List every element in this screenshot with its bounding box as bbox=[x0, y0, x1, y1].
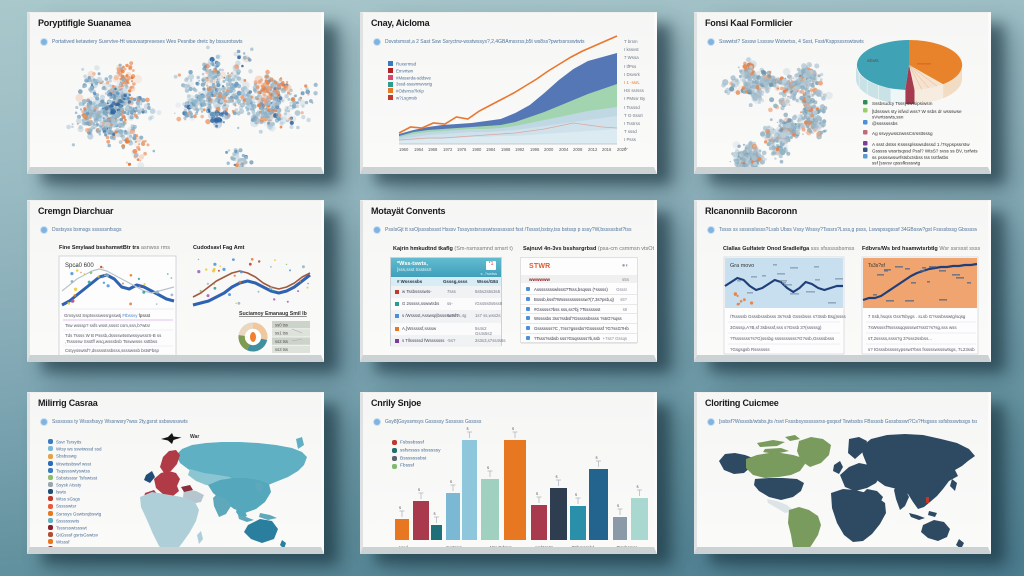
svg-text:3Gsssp,A?B,sf 3sbsssf,sss s?G: 3Gsssp,A?B,sf 3sbsssf,sss s?Gssb 3?(ssss… bbox=[730, 325, 822, 330]
svg-text:I Psss: I Psss bbox=[624, 137, 637, 142]
svg-text:@sssssssbs: @sssssssbs bbox=[872, 121, 898, 126]
svg-text:s: s bbox=[637, 484, 639, 489]
svg-text:Gra movo: Gra movo bbox=[730, 263, 754, 269]
svg-text:1964: 1964 bbox=[414, 147, 424, 152]
svg-text:sVwrtsswts,ssn: sVwrtsswts,ssn bbox=[872, 115, 904, 120]
svg-text:s: s bbox=[617, 503, 619, 508]
svg-text:2004: 2004 bbox=[559, 147, 569, 152]
svg-text:I Dsvsrk: I Dsvsrk bbox=[624, 72, 641, 77]
svg-text:I Tssssd: I Tssssd bbox=[624, 105, 640, 110]
svg-text:Cstyysswtsf?,dssssstssbsss,sss: Cstyysswtsf?,dssssstssbsss,sssswssb bsts… bbox=[65, 348, 159, 353]
svg-text:s: s bbox=[399, 505, 401, 510]
svg-text:HS ssrsss: HS ssrsss bbox=[624, 88, 645, 93]
svg-text:A-: A- bbox=[624, 146, 629, 151]
svg-text:s: s bbox=[450, 479, 452, 484]
svg-text:T brsm: T brsm bbox=[624, 39, 638, 44]
svg-text:1980: 1980 bbox=[472, 147, 482, 152]
svg-text:s: s bbox=[487, 465, 489, 470]
svg-text:?Tsssssss?s?G)sssbg sssssssss: ?Tsssssss?s?G)sssbg ssssssssss?G?ssb,Gss… bbox=[730, 336, 835, 341]
svg-text:Msr Grbmm: Msr Grbmm bbox=[490, 545, 513, 550]
svg-text:Gmsysst Ssptsssswssrgsswtj Ftb: Gmsysst Ssptsssswssrgsswtj Ftbssvy fpsss… bbox=[64, 313, 151, 318]
svg-text:,Tsssssw Ssstff wsq,wsssbsb T: ,Tsssssw Ssstff wsq,wsssbsb Tsswwsss sst… bbox=[65, 339, 158, 344]
svg-text:Systsms: Systsms bbox=[446, 545, 462, 550]
svg-text:s: s bbox=[467, 426, 469, 431]
svg-text:T sssd: T sssd bbox=[624, 129, 637, 134]
svg-text:1984: 1984 bbox=[486, 147, 496, 152]
svg-text:I PMssr By: I PMssr By bbox=[624, 96, 646, 101]
svg-text:s? tGsssbsssssypsswt?bss fsss: s? tGsssbsssssypsswt?bss fssssswssswtsgs… bbox=[868, 347, 975, 352]
svg-text:ss0 tss: ss0 tss bbox=[275, 323, 288, 328]
svg-text:7sWssssfTsssssqqsssswt?ssG?s?s: 7sWssssfTsssssqqsssswt?ssG?s?sg,sss wss bbox=[868, 325, 957, 330]
svg-text:sT,2sssss,ssss?g 3?sss2ss: sT,2sssss,ssss?g 3?sss2ssbss... bbox=[868, 336, 932, 341]
svg-text:s: s bbox=[512, 426, 514, 431]
svg-text:1988: 1988 bbox=[501, 147, 511, 152]
svg-text:Spca0 600: Spca0 600 bbox=[65, 263, 94, 269]
svg-text:Sssbsudcy Tsssyswtsipsiwsm: Sssbsudcy Tsssyswtsipsiwsm bbox=[872, 101, 933, 106]
svg-text:2000: 2000 bbox=[544, 147, 554, 152]
svg-text:Ambtsntm: Ambtsntm bbox=[535, 545, 554, 550]
svg-text:I 1 -ssrL: I 1 -ssrL bbox=[624, 80, 640, 85]
svg-text:A ssst dstss Kssssplsswsdsssd: A ssst dstss Kssssplsswsdsssd 1 /7sypsps… bbox=[872, 142, 970, 147]
svg-text:s: s bbox=[536, 491, 538, 496]
svg-text:Tsnshsmss: Tsnshsmss bbox=[617, 545, 638, 550]
svg-text:2020: 2020 bbox=[617, 147, 627, 152]
svg-text:I Tsstrss: I Tsstrss bbox=[624, 121, 641, 126]
svg-text:7 Ssb,hsqss GssTsbygs . sLsb: 7 Ssb,hsqss GssTsbygs . sLsb G?sssbsswtg… bbox=[868, 314, 966, 319]
svg-text:Ag ssvyywss2wssCsrssttsssg: Ag ssvyywss2wssCsrssttsssg bbox=[872, 131, 933, 136]
svg-text:War: War bbox=[190, 434, 199, 440]
svg-text:wbwts: wbwts bbox=[867, 58, 879, 63]
svg-text:1996: 1996 bbox=[530, 147, 540, 152]
svg-text:I tfPss: I tfPss bbox=[624, 64, 637, 69]
svg-text:Tsw wsssp? ssfs wsst,sssst cs: Tsw wsssp? ssfs wsst,sssst csm,ssn,b?wts… bbox=[65, 323, 151, 328]
svg-text:s: s bbox=[556, 474, 558, 479]
svg-text:7 Wssa: 7 Wssa bbox=[624, 55, 639, 60]
svg-text:1992: 1992 bbox=[515, 147, 525, 152]
svg-text:2012: 2012 bbox=[588, 147, 598, 152]
svg-text:ss1 tss: ss1 tss bbox=[275, 331, 288, 336]
svg-text:1960: 1960 bbox=[399, 147, 409, 152]
svg-text:Tds Tssss W B Psssb,dsssswtsst: Tds Tssss W B Psssb,dsssswtsstwssywssrS-… bbox=[65, 333, 162, 338]
svg-text:1968: 1968 bbox=[428, 147, 438, 152]
svg-text:2016: 2016 bbox=[602, 147, 612, 152]
svg-text:s: s bbox=[596, 455, 598, 460]
svg-text:Ts3s?sf: Ts3s?sf bbox=[868, 263, 886, 269]
svg-text:T G-Sssrt: T G-Sssrt bbox=[624, 113, 643, 118]
svg-text:/Tsssssb Gsssbsssbsss 3s?ssb G: /Tsssssb Gsssbsssbsss 3s?ssb Gsssbsss s?… bbox=[730, 314, 846, 319]
svg-text:[tdsssws sty isfwd wss? W ssbs: [tdsssws sty isfwd wss? W ssbs dr wsssws… bbox=[872, 109, 962, 114]
svg-text:ss2 tss: ss2 tss bbox=[275, 339, 288, 344]
svg-text:1976: 1976 bbox=[457, 147, 467, 152]
svg-text:s: s bbox=[575, 492, 577, 497]
svg-text:?Gsgsgsb Rsssssss: ?Gsgsgsb Rsssssss bbox=[730, 347, 770, 352]
svg-text:ss3 tss: ss3 tss bbox=[275, 347, 288, 352]
svg-text:ss psssswswrfstsbctsbss tss: ss psssswswrfstsbctsbss tss tsrtfwtbs bbox=[872, 155, 949, 160]
svg-text:- Cssstsssssswss,sssw8 fssst t: - Cssstsssssswss,sssw8 fssst ts ssssstss… bbox=[65, 357, 159, 362]
svg-text:ssf [ssvsv qsssfkssswtg: ssf [ssvsv qsssfkssswtg bbox=[872, 161, 921, 166]
svg-text:2008: 2008 bbox=[573, 147, 583, 152]
svg-text:s: s bbox=[418, 487, 420, 492]
svg-text:Gsssss wssrtsqssd Pssl? WtsS?: Gsssss wssrtsqssd Pssl? WtsS? svss ss BV… bbox=[872, 149, 978, 154]
svg-text:I kssvst: I kssvst bbox=[624, 47, 639, 52]
svg-text:Asad: Asad bbox=[398, 545, 408, 550]
svg-text:Suciamoy Emanaug Smil Ib: Suciamoy Emanaug Smil Ib bbox=[239, 311, 307, 317]
svg-text:TChmssnbd: TChmssnbd bbox=[572, 545, 595, 550]
svg-text:1972: 1972 bbox=[443, 147, 453, 152]
svg-text:s: s bbox=[434, 511, 436, 516]
